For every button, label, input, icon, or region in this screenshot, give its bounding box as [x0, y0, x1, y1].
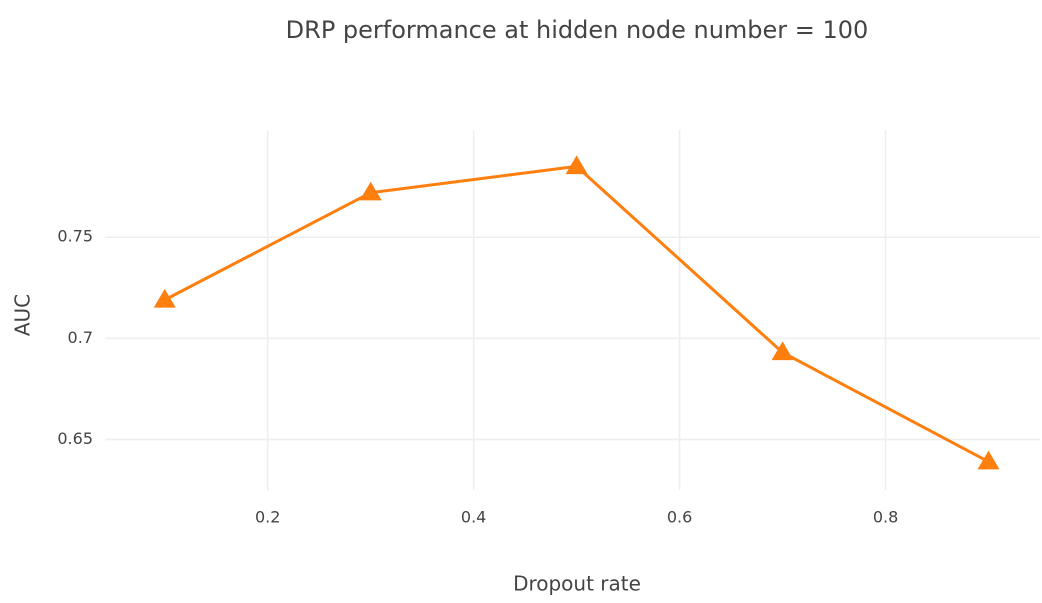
x-tick-label: 0.2 [255, 508, 280, 527]
y-tick-label: 0.75 [57, 227, 93, 246]
x-tick-label: 0.6 [667, 508, 692, 527]
line [164, 164, 990, 464]
marker [153, 288, 176, 308]
x-tick-label: 0.8 [873, 508, 898, 527]
chart-title: DRP performance at hidden node number = … [286, 16, 869, 44]
marker [565, 155, 588, 175]
y-axis-title: AUC [11, 294, 35, 336]
x-tick-label: 0.4 [461, 508, 486, 527]
x-axis-title: Dropout rate [513, 572, 641, 596]
y-tick-label: 0.7 [68, 328, 93, 347]
marker [359, 181, 382, 201]
marker [977, 450, 1000, 470]
marker [771, 341, 794, 361]
y-tick-label: 0.65 [57, 429, 93, 448]
